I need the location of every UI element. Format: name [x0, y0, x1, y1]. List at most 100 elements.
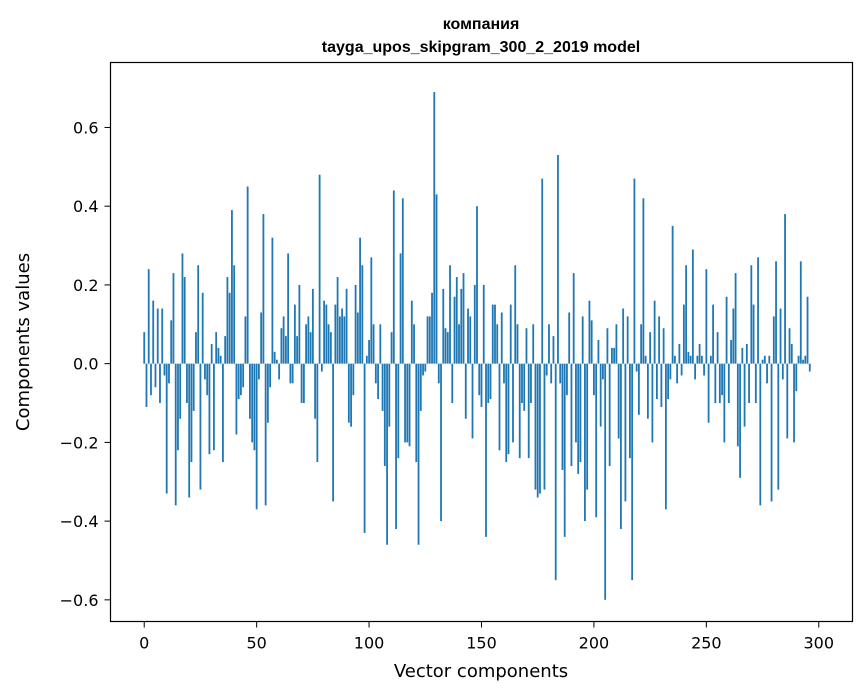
- bar: [559, 363, 562, 384]
- bar: [368, 340, 370, 364]
- bar: [743, 363, 746, 427]
- bar: [374, 363, 377, 384]
- bar: [611, 347, 613, 364]
- bar: [226, 277, 229, 364]
- bar: [217, 347, 220, 364]
- bar: [332, 363, 334, 502]
- bar: [786, 363, 789, 439]
- bar: [354, 284, 357, 364]
- y-axis-label: Components values: [13, 253, 34, 431]
- bar: [516, 324, 519, 364]
- bar: [655, 363, 658, 400]
- x-tick-label: 50: [246, 634, 266, 653]
- bar: [168, 363, 170, 384]
- bar: [723, 363, 726, 443]
- bar: [703, 363, 705, 376]
- bar: [575, 363, 577, 443]
- bar: [579, 363, 582, 463]
- bar: [460, 288, 463, 364]
- bar: [629, 363, 631, 459]
- bar: [206, 363, 209, 396]
- bar: [408, 363, 411, 447]
- bar: [624, 363, 627, 502]
- bar: [806, 296, 809, 364]
- bar: [604, 363, 607, 600]
- bar: [235, 363, 238, 435]
- bar: [561, 363, 564, 470]
- bar: [464, 363, 467, 419]
- bar: [685, 265, 688, 364]
- bar: [192, 363, 195, 411]
- bar: [143, 332, 146, 364]
- bar: [316, 363, 319, 463]
- bar: [318, 174, 321, 364]
- bar: [154, 363, 157, 388]
- bar: [514, 265, 517, 364]
- bar: [718, 363, 721, 404]
- bar: [188, 363, 191, 498]
- bar: [633, 178, 636, 364]
- bar: [606, 328, 609, 364]
- bar: [541, 178, 544, 364]
- bar: [779, 308, 782, 364]
- bar: [557, 155, 559, 364]
- bar: [673, 355, 676, 364]
- bar: [748, 363, 750, 404]
- y-axis-ticks: −0.6 −0.4 −0.2 0.0 0.2 0.4 0.6: [60, 118, 111, 610]
- bar: [568, 312, 571, 364]
- bar: [505, 363, 508, 463]
- bar: [772, 316, 775, 364]
- bar: [338, 316, 341, 364]
- bar: [545, 363, 548, 376]
- bar: [413, 324, 415, 364]
- bar: [298, 284, 301, 364]
- bar: [278, 363, 281, 380]
- bar: [246, 186, 249, 364]
- bar: [669, 363, 672, 380]
- bar: [341, 308, 343, 364]
- chart-title-line-2: tayga_upos_skipgram_300_2_2019 model: [322, 39, 640, 56]
- bar: [433, 92, 436, 364]
- bar: [314, 363, 317, 419]
- bar: [163, 363, 166, 376]
- bar: [581, 316, 584, 364]
- bar: [730, 340, 732, 364]
- bar: [388, 363, 391, 427]
- bar: [777, 363, 780, 490]
- bar: [480, 363, 483, 407]
- bar: [228, 292, 231, 364]
- bar: [242, 363, 245, 388]
- bar: [399, 253, 402, 364]
- bar: [444, 328, 447, 364]
- bar: [462, 273, 465, 364]
- bar: [467, 308, 469, 364]
- bar: [757, 257, 759, 364]
- bar: [215, 332, 218, 364]
- bar: [727, 363, 730, 404]
- bar: [662, 328, 665, 364]
- bar: [775, 261, 777, 364]
- bar: [613, 347, 616, 364]
- bar: [307, 316, 310, 364]
- bar: [260, 312, 263, 364]
- bar: [797, 355, 800, 364]
- bar: [359, 237, 361, 364]
- bar: [640, 324, 643, 364]
- bar: [381, 363, 384, 411]
- x-axis-label: Vector components: [394, 661, 568, 682]
- bar: [530, 363, 532, 404]
- bar: [334, 304, 337, 364]
- bar: [768, 355, 771, 364]
- bar: [210, 343, 213, 364]
- x-tick-label: 250: [691, 634, 722, 653]
- bar: [199, 363, 202, 490]
- bar: [264, 363, 267, 506]
- bar: [397, 363, 400, 459]
- bar: [365, 355, 368, 364]
- bar: [327, 324, 330, 364]
- bar: [174, 363, 177, 506]
- bar: [262, 214, 265, 364]
- bar: [700, 355, 703, 364]
- bar: [732, 308, 735, 364]
- bar: [296, 336, 299, 364]
